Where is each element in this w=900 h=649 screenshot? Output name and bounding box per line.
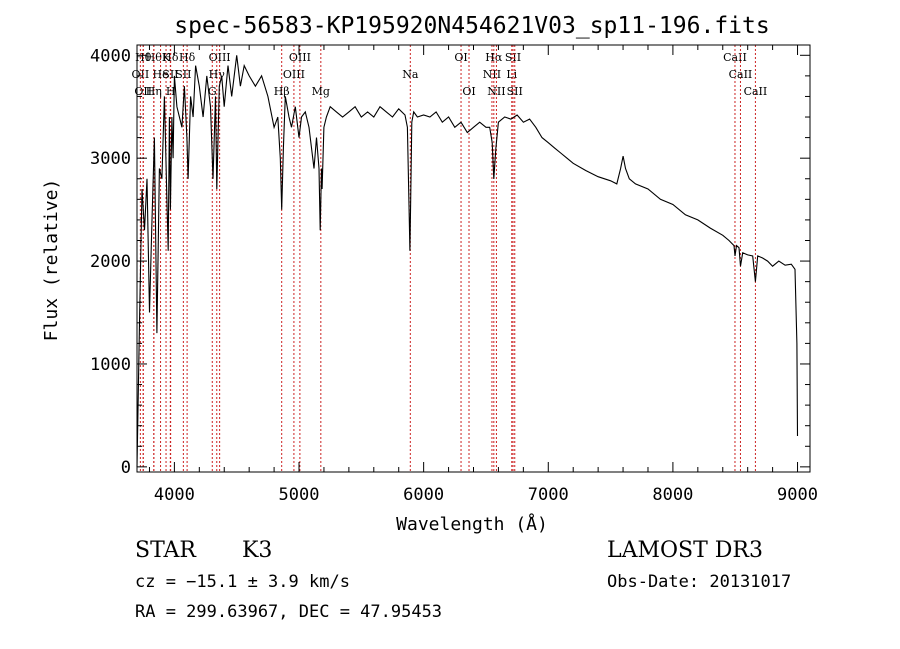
spectral-line-label: H <box>166 85 176 98</box>
x-tick-label: 7000 <box>528 485 569 505</box>
x-tick-label: 8000 <box>652 485 693 505</box>
y-tick-label: 4000 <box>90 46 131 66</box>
spectral-line-label: G <box>208 85 217 98</box>
spectral-line-label: OII <box>134 85 152 98</box>
spectral-line-label: SII <box>505 51 521 64</box>
spectral-line-label: OIII <box>289 51 311 64</box>
spectral-line-label: CaII <box>729 68 753 81</box>
y-tick-label: 2000 <box>90 252 131 272</box>
chart-title: spec-56583-KP195920N454621V03_sp11-196.f… <box>174 13 769 39</box>
x-tick-label: 6000 <box>403 485 444 505</box>
x-tick-label: 9000 <box>777 485 818 505</box>
spectral-line-label: Hδ <box>179 51 196 64</box>
spectral-line-label: OI <box>454 51 467 64</box>
spectral-line-label: CaII <box>723 51 747 64</box>
spectral-line-label: K <box>162 51 171 64</box>
spectral-line-label: Na <box>402 68 419 81</box>
spectral-line-label: OI <box>462 85 475 98</box>
spectral-line-label: SII <box>507 85 523 98</box>
spectrum-line <box>136 55 799 467</box>
x-tick-label: 5000 <box>279 485 320 505</box>
spectral-line-label: CaII <box>744 85 768 98</box>
spectral-line-label: OII <box>132 68 150 81</box>
spectral-line-label: NII <box>487 85 505 98</box>
coordinates-readout: RA = 299.63967, DEC = 47.95453 <box>135 602 443 622</box>
spectral-line-label: SII <box>175 68 191 81</box>
spectral-line-markers: HθOIIOIIHθHeHηKHδSIIHHδSIIGHγOIIIHβOIIIO… <box>132 45 768 472</box>
object-class: STAR <box>135 538 196 563</box>
x-tick-label: 4000 <box>154 485 195 505</box>
spectral-line-label: Li <box>506 68 517 81</box>
spectral-line-label: Hγ <box>209 68 226 81</box>
y-tick-label: 0 <box>121 458 131 478</box>
spectral-line-label: Mg <box>312 85 330 98</box>
spectral-line-label: He <box>153 68 169 81</box>
y-axis-label: Flux (relative) <box>41 179 62 342</box>
axis-ticks: 4000 5000 6000 7000 8000 9000 0 1000 2000 3000 400… <box>90 45 818 505</box>
spectral-line-label: OIII <box>283 68 305 81</box>
observation-date: Obs-Date: 20131017 <box>607 572 792 592</box>
spectral-line-label: OIII <box>209 51 231 64</box>
redshift-readout: cz = −15.1 ± 3.9 km/s <box>135 572 350 592</box>
spectral-line-label: Hη <box>146 85 162 98</box>
spectral-line-label: Hα <box>485 51 503 64</box>
plot-frame <box>136 44 811 473</box>
survey-label: LAMOST DR3 <box>607 538 763 563</box>
spectral-line-label: NII <box>483 68 501 81</box>
object-subclass: K3 <box>242 538 273 563</box>
x-axis-label: Wavelength (Å) <box>396 513 548 535</box>
y-tick-label: 3000 <box>90 149 131 169</box>
y-tick-label: 1000 <box>90 355 131 375</box>
spectral-line-label: Hβ <box>274 85 290 98</box>
